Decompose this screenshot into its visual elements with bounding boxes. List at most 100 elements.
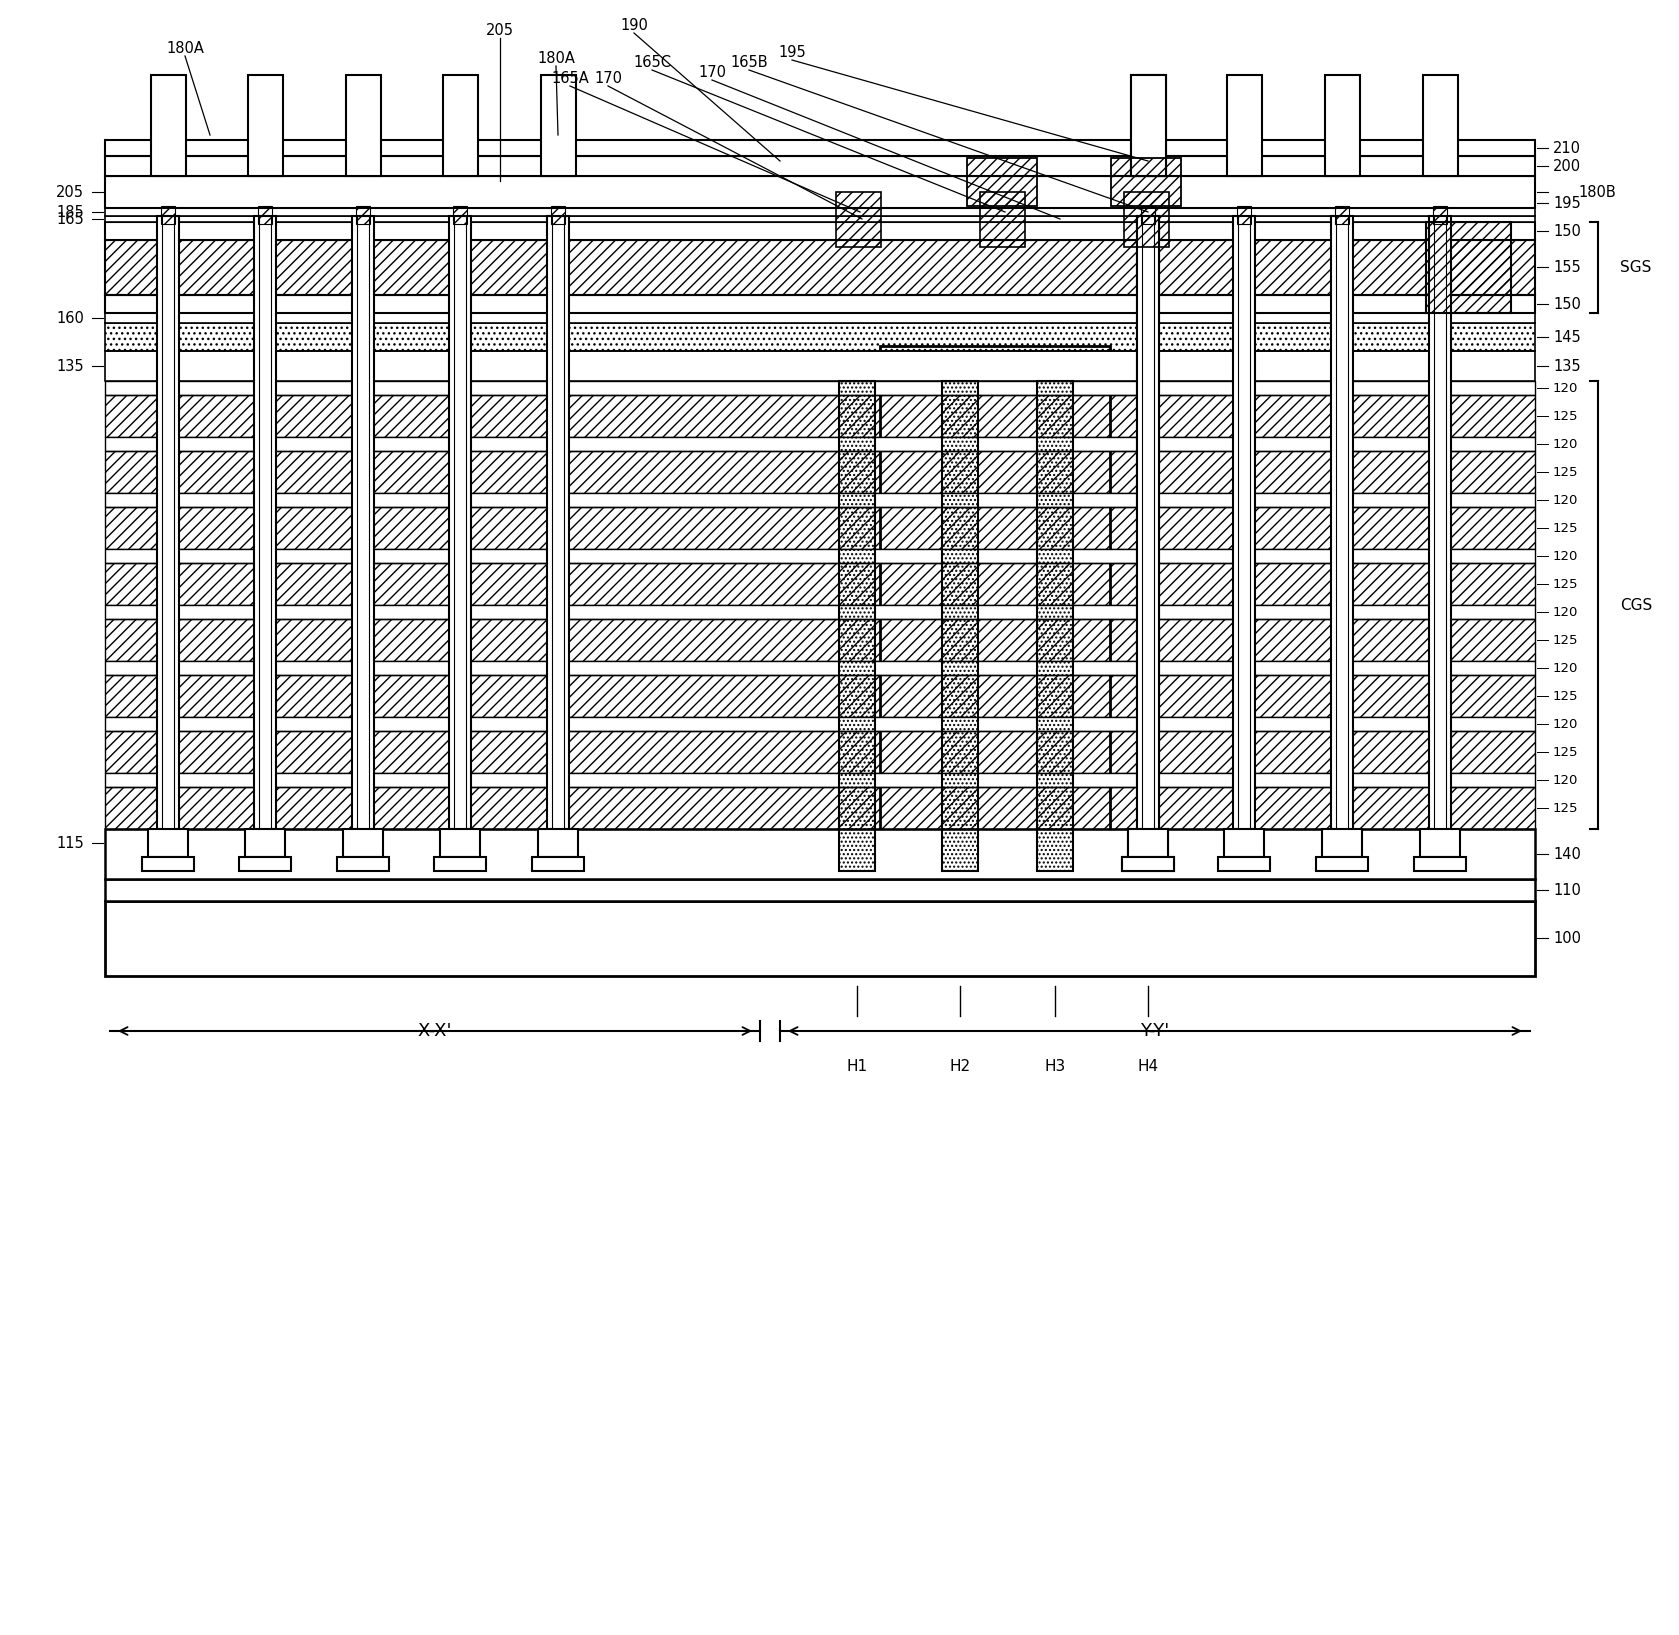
Bar	[151, 75, 186, 177]
Bar	[106, 312, 1535, 324]
Bar	[433, 857, 485, 871]
Bar	[942, 381, 977, 871]
Bar	[1142, 216, 1153, 829]
Bar	[106, 549, 1535, 562]
Text: 115: 115	[57, 835, 84, 850]
Bar	[1414, 857, 1466, 871]
Bar	[1336, 216, 1348, 829]
Bar	[552, 216, 564, 829]
Bar	[106, 294, 1535, 312]
Bar	[1132, 75, 1165, 177]
Bar	[259, 206, 272, 224]
Bar	[106, 731, 1535, 773]
Bar	[106, 620, 1535, 661]
Text: 170: 170	[594, 70, 621, 85]
Bar	[551, 206, 566, 224]
Text: H2: H2	[949, 1058, 970, 1074]
Text: 195: 195	[777, 44, 806, 59]
Text: 205: 205	[485, 23, 514, 38]
Text: 110: 110	[1553, 883, 1582, 898]
Text: 120: 120	[1553, 549, 1578, 562]
Bar	[453, 216, 467, 829]
Text: 125: 125	[1553, 690, 1578, 703]
Bar	[840, 381, 875, 871]
Bar	[106, 208, 1535, 216]
Bar	[106, 381, 1535, 396]
Bar	[981, 191, 1024, 247]
Bar	[1137, 216, 1159, 829]
Bar	[353, 216, 374, 829]
Bar	[1128, 829, 1169, 857]
Bar	[1424, 75, 1457, 177]
Bar	[106, 880, 1535, 901]
Bar	[1217, 857, 1269, 871]
Bar	[1122, 857, 1174, 871]
Text: 180A: 180A	[537, 51, 574, 65]
Bar	[1331, 216, 1353, 829]
Text: 125: 125	[1553, 466, 1578, 479]
Bar	[1137, 216, 1159, 829]
Text: 125: 125	[1553, 577, 1578, 590]
Bar	[106, 324, 1535, 352]
Bar	[443, 75, 479, 177]
Text: 205: 205	[55, 185, 84, 199]
Bar	[1227, 75, 1263, 177]
Text: 155: 155	[1553, 260, 1580, 275]
Text: 135: 135	[57, 358, 84, 373]
Text: 100: 100	[1553, 930, 1582, 945]
Bar	[161, 206, 175, 224]
Bar	[106, 494, 1535, 507]
Bar	[967, 159, 1038, 206]
Bar	[1420, 829, 1461, 857]
Text: 120: 120	[1553, 662, 1578, 675]
Text: CGS: CGS	[1620, 597, 1652, 613]
Text: 160: 160	[55, 311, 84, 325]
Bar	[106, 773, 1535, 786]
Text: 180B: 180B	[1578, 185, 1615, 199]
Bar	[106, 451, 1535, 494]
Bar	[1128, 829, 1169, 857]
Text: 185: 185	[57, 204, 84, 219]
Bar	[1224, 829, 1264, 857]
Bar	[106, 177, 1535, 208]
Bar	[1232, 216, 1254, 829]
Text: 150: 150	[1553, 224, 1582, 239]
Bar	[106, 605, 1535, 620]
Bar	[106, 216, 1535, 222]
Text: 165: 165	[57, 211, 84, 227]
Bar	[1237, 206, 1251, 224]
Bar	[1142, 206, 1155, 224]
Bar	[1122, 857, 1174, 871]
Bar	[547, 216, 569, 829]
Bar	[836, 191, 881, 247]
Bar	[106, 141, 1535, 155]
Bar	[440, 829, 480, 857]
Text: 195: 195	[1553, 196, 1580, 211]
Bar	[106, 661, 1535, 675]
Text: 125: 125	[1553, 633, 1578, 646]
Bar	[1142, 216, 1153, 829]
Bar	[358, 216, 369, 829]
Text: H1: H1	[846, 1058, 868, 1074]
Bar	[356, 206, 369, 224]
Bar	[1038, 381, 1073, 871]
Bar	[158, 216, 180, 829]
Text: X-X': X-X'	[418, 1022, 452, 1040]
Text: 120: 120	[1553, 494, 1578, 507]
Bar	[106, 396, 1535, 437]
Text: 165A: 165A	[551, 70, 589, 85]
Bar	[106, 675, 1535, 718]
Bar	[106, 155, 1535, 177]
Text: 120: 120	[1553, 605, 1578, 618]
Bar	[1321, 829, 1362, 857]
Bar	[537, 829, 578, 857]
Bar	[106, 240, 1535, 294]
Text: 145: 145	[1553, 330, 1580, 345]
Bar	[161, 216, 175, 829]
Bar	[148, 829, 188, 857]
Bar	[1111, 159, 1180, 206]
Bar	[106, 718, 1535, 731]
Text: 120: 120	[1553, 773, 1578, 786]
Text: 125: 125	[1553, 409, 1578, 422]
Bar	[1237, 216, 1249, 829]
